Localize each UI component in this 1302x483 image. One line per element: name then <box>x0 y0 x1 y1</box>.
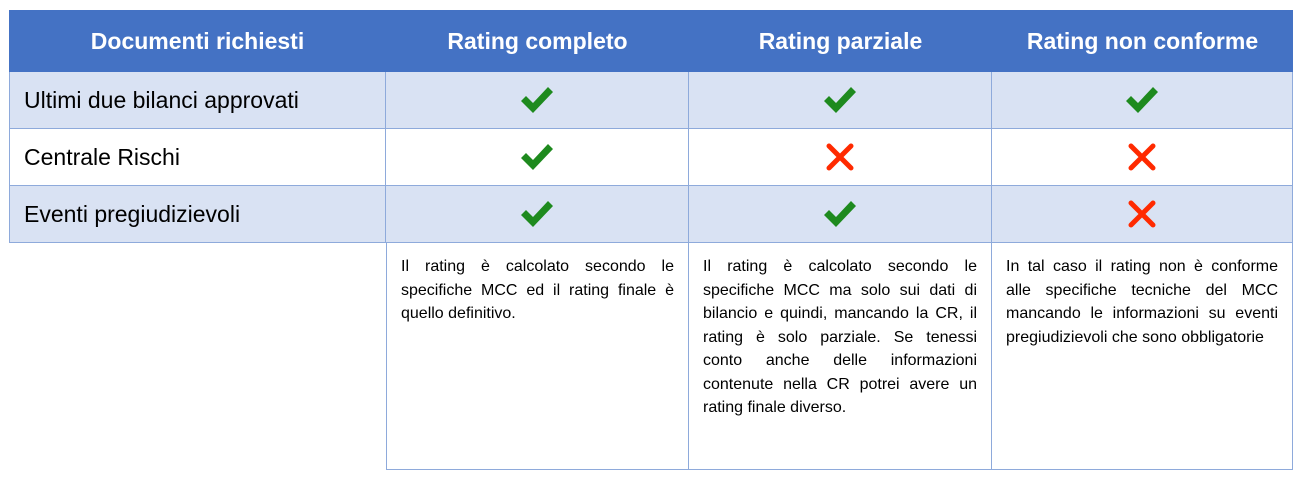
header-documents: Documenti richiesti <box>90 27 305 54</box>
row-label: Ultimi due bilanci approvati <box>9 72 386 129</box>
note-complete-rating: Il rating è calcolato secondo le specifi… <box>386 243 689 470</box>
cross-icon <box>1128 200 1156 228</box>
checkmark-icon <box>824 87 856 113</box>
checkmark-icon <box>824 201 856 227</box>
table-header: Documenti richiesti Rating completo Rati… <box>9 10 1293 72</box>
table-row: Eventi pregiudizievoli <box>9 186 1293 243</box>
mark-cell <box>689 72 992 129</box>
note-nonconforming-rating: In tal caso il rating non è conforme all… <box>992 243 1293 470</box>
header-partial-rating: Rating parziale <box>758 27 923 54</box>
empty-cell <box>9 243 386 470</box>
row-label: Eventi pregiudizievoli <box>9 186 386 243</box>
note-text: Il rating è calcolato secondo le specifi… <box>703 258 977 416</box>
mark-cell <box>689 129 992 186</box>
notes-row: Il rating è calcolato secondo le specifi… <box>9 243 1293 470</box>
table-row: Ultimi due bilanci approvati <box>9 72 1293 129</box>
checkmark-icon <box>521 144 553 170</box>
cross-icon <box>1128 143 1156 171</box>
header-complete-rating: Rating completo <box>447 27 628 54</box>
header-nonconforming-rating: Rating non conforme <box>1026 27 1259 54</box>
checkmark-icon <box>1126 87 1158 113</box>
mark-cell <box>386 186 689 243</box>
table-row: Centrale Rischi <box>9 129 1293 186</box>
note-partial-rating: Il rating è calcolato secondo le specifi… <box>689 243 992 470</box>
mark-cell <box>386 72 689 129</box>
note-text: Il rating è calcolato secondo le specifi… <box>401 258 674 322</box>
mark-cell <box>992 72 1293 129</box>
checkmark-icon <box>521 201 553 227</box>
mark-cell <box>992 129 1293 186</box>
row-label: Centrale Rischi <box>9 129 386 186</box>
mark-cell <box>386 129 689 186</box>
requirements-table: Documenti richiesti Rating completo Rati… <box>9 10 1293 470</box>
mark-cell <box>689 186 992 243</box>
checkmark-icon <box>521 87 553 113</box>
note-text: In tal caso il rating non è conforme all… <box>1006 258 1278 346</box>
mark-cell <box>992 186 1293 243</box>
cross-icon <box>826 143 854 171</box>
